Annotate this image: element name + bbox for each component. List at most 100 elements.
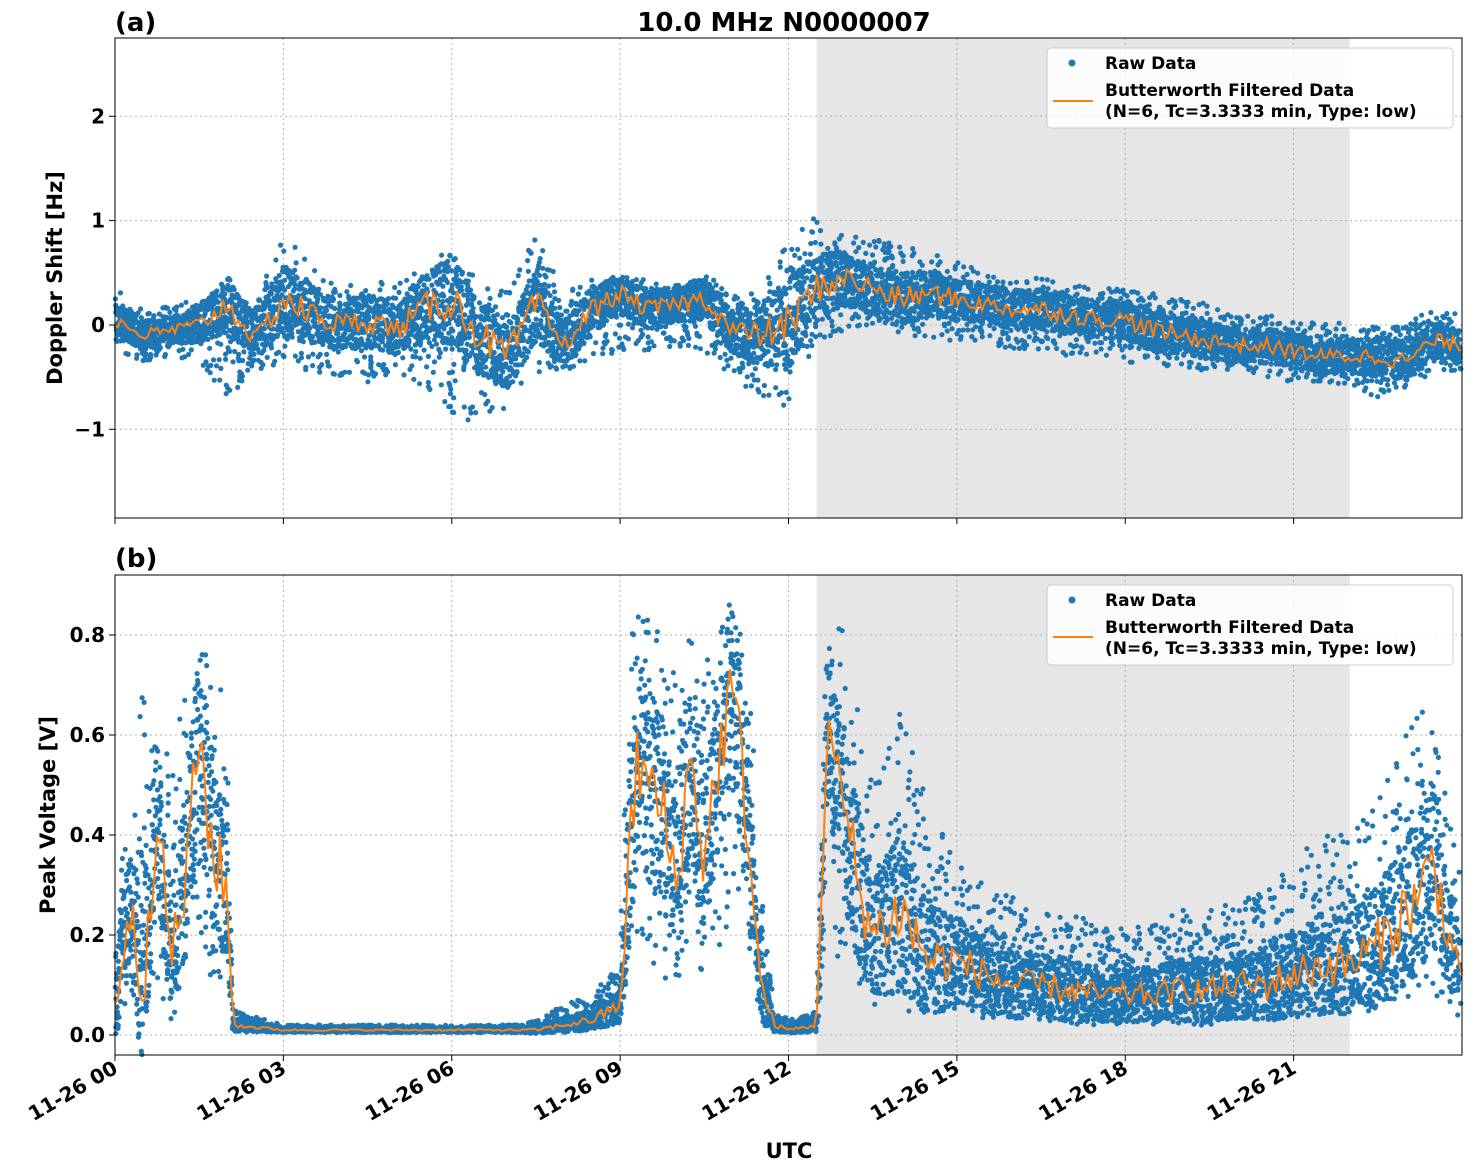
raw-point <box>853 234 859 240</box>
raw-point <box>568 302 574 308</box>
raw-point <box>324 307 330 313</box>
raw-point <box>549 319 555 325</box>
raw-point <box>361 354 368 360</box>
raw-point <box>452 378 458 384</box>
raw-point <box>227 348 233 354</box>
raw-point <box>408 346 414 352</box>
raw-point <box>514 370 520 376</box>
raw-point <box>385 369 391 375</box>
raw-point <box>825 245 831 251</box>
raw-point <box>517 267 523 273</box>
raw-point <box>178 302 184 308</box>
raw-point <box>365 379 371 385</box>
raw-point <box>176 314 182 320</box>
raw-point <box>820 264 826 270</box>
raw-point <box>725 363 731 369</box>
raw-point <box>211 377 217 383</box>
raw-point <box>910 246 916 252</box>
raw-point <box>693 344 699 350</box>
raw-point <box>899 324 905 330</box>
raw-point <box>740 365 746 371</box>
raw-point <box>787 369 793 375</box>
raw-point <box>903 280 909 286</box>
raw-point <box>480 352 486 358</box>
raw-point <box>621 346 627 352</box>
y-tick-label-a: 0 <box>91 313 105 337</box>
raw-point <box>807 251 814 257</box>
raw-point <box>570 286 576 292</box>
raw-point <box>756 389 762 395</box>
raw-point <box>213 363 220 369</box>
raw-point <box>587 334 593 340</box>
raw-point <box>877 316 884 322</box>
raw-point <box>897 244 903 250</box>
raw-point <box>261 312 267 318</box>
raw-point <box>752 366 759 372</box>
raw-point <box>331 371 337 377</box>
raw-point <box>320 278 326 284</box>
raw-point <box>717 354 723 361</box>
raw-point <box>443 346 449 352</box>
raw-point <box>535 266 541 272</box>
raw-point <box>183 299 189 305</box>
raw-point <box>453 272 460 278</box>
raw-point <box>312 339 318 345</box>
raw-point <box>520 306 526 312</box>
raw-point <box>216 357 222 363</box>
raw-point <box>380 347 386 353</box>
raw-point <box>769 361 775 368</box>
raw-point <box>888 244 894 250</box>
raw-point <box>254 341 260 347</box>
raw-point <box>564 308 570 314</box>
raw-point <box>508 320 514 326</box>
raw-point <box>798 337 805 343</box>
raw-point <box>804 275 810 281</box>
raw-point <box>893 268 899 275</box>
raw-point <box>425 335 431 341</box>
raw-point <box>320 341 326 348</box>
raw-point <box>532 237 538 243</box>
raw-point <box>193 302 199 308</box>
raw-point <box>683 324 689 330</box>
raw-point <box>809 343 815 349</box>
raw-point <box>658 324 664 330</box>
raw-point <box>554 366 560 372</box>
raw-point <box>143 351 149 357</box>
raw-point <box>276 273 282 279</box>
raw-point <box>725 304 731 310</box>
raw-point <box>449 346 455 352</box>
raw-point <box>929 259 935 265</box>
raw-point <box>497 292 503 298</box>
raw-point <box>821 334 828 340</box>
raw-point <box>215 299 221 305</box>
raw-point <box>838 232 845 238</box>
raw-point <box>427 386 433 392</box>
raw-point <box>483 364 489 370</box>
raw-point <box>651 343 657 349</box>
raw-point <box>317 305 323 311</box>
raw-point <box>138 306 144 312</box>
raw-point <box>814 317 821 323</box>
raw-point <box>292 244 298 250</box>
raw-point <box>782 247 788 253</box>
raw-point <box>895 329 901 335</box>
raw-point <box>146 310 152 317</box>
raw-point <box>557 305 563 311</box>
raw-point <box>264 354 270 360</box>
raw-point <box>808 278 814 284</box>
raw-point <box>728 342 734 348</box>
raw-point <box>337 302 343 308</box>
raw-point <box>817 304 823 310</box>
raw-point <box>294 275 300 281</box>
raw-point <box>392 284 398 291</box>
raw-point <box>386 296 392 302</box>
raw-point <box>612 331 619 337</box>
raw-point <box>548 363 554 369</box>
raw-point <box>510 379 516 385</box>
raw-point <box>719 292 725 298</box>
raw-point <box>863 250 869 256</box>
raw-point <box>723 291 729 297</box>
raw-point <box>292 282 298 288</box>
raw-point <box>471 295 477 301</box>
